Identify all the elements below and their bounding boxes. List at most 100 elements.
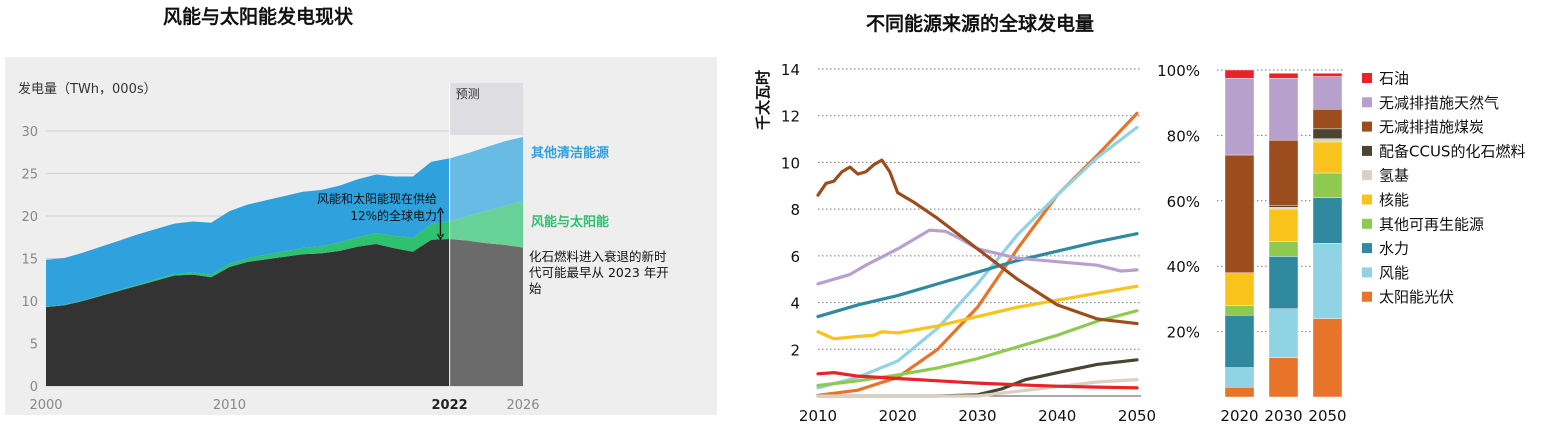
annotation-line-1: 风能和太阳能现在供给 xyxy=(317,191,437,206)
label-wind-solar: 风能与太阳能 xyxy=(531,214,609,230)
bar-segment-2020-石油 xyxy=(1224,69,1255,79)
bar-segment-2030-氢基 xyxy=(1268,207,1299,210)
bar-segment-2050-氢基 xyxy=(1312,138,1343,143)
bar-xtick-label: 2050 xyxy=(1308,407,1346,425)
label-fossil-note-wrap: 化石燃料进入衰退的新时代可能最早从 2023 年开始 xyxy=(529,249,669,296)
bar-segment-2030-无减排措施天然气 xyxy=(1268,77,1299,141)
bar-ytick-label: 40% xyxy=(1167,258,1200,276)
area-series-其他清洁能源 xyxy=(46,136,523,307)
legend-swatch xyxy=(1362,291,1372,302)
area-ytick-label: 20 xyxy=(21,210,38,225)
legend-label: 无减排措施煤炭 xyxy=(1379,118,1484,136)
area-xtick-label: 2000 xyxy=(29,398,62,413)
legend-label: 风能 xyxy=(1379,264,1409,282)
area-xtick-label: 2022 xyxy=(432,398,468,413)
bar-segment-2050-石油 xyxy=(1312,73,1343,77)
line-chart: 不同能源来源的全球发电量 千太瓦时 2 4 6 8 10 12 14 2010 2020 203… xyxy=(754,12,1156,425)
bar-segment-2020-水力 xyxy=(1224,315,1255,368)
bar-segment-2020-风能 xyxy=(1224,367,1255,388)
area-chart: 风能与太阳能发电现状 发电量（TWh，000s） 预测 0 5 10 15 20 25 30… xyxy=(5,5,717,415)
bar-ytick-label: 100% xyxy=(1157,62,1200,80)
line-series-水力 xyxy=(816,232,1139,319)
bar-segment-2030-水力 xyxy=(1268,256,1299,309)
label-other-clean: 其他清洁能源 xyxy=(531,145,609,161)
line-series-石油 xyxy=(816,371,1139,390)
bar-segment-2020-其他可再生能源 xyxy=(1224,305,1255,316)
bar-segment-2050-核能 xyxy=(1312,141,1343,174)
bar-xtick-label: 2030 xyxy=(1264,407,1302,425)
bar-ytick-label: 20% xyxy=(1167,324,1200,342)
line-chart-ylabel: 千太瓦时 xyxy=(754,70,772,130)
legend-label: 配备CCUS的化石燃料 xyxy=(1379,142,1525,160)
line-series-核能 xyxy=(816,284,1139,341)
line-ytick-label: 4 xyxy=(790,295,800,313)
line-xtick-label: 2020 xyxy=(879,407,917,425)
bar-segment-2030-核能 xyxy=(1268,208,1299,242)
legend-swatch xyxy=(1362,194,1372,205)
area-series-风能与太阳能 xyxy=(46,201,523,307)
label-fossil-note: 化石燃料进入衰退的新时代可能最早从 2023 年开始 xyxy=(529,249,669,296)
area-series-化石燃料 xyxy=(46,238,523,386)
line-ytick-label: 2 xyxy=(790,341,800,359)
legend-swatch xyxy=(1362,170,1372,181)
legend-swatch xyxy=(1362,243,1372,254)
bar-segment-2020-无减排措施煤炭 xyxy=(1224,154,1255,273)
area-chart-title: 风能与太阳能发电现状 xyxy=(163,5,354,28)
line-series-其他可再生能源 xyxy=(816,309,1139,388)
line-ytick-label: 6 xyxy=(790,248,800,266)
legend-swatch xyxy=(1362,145,1372,156)
bar-segment-2050-无减排措施煤炭 xyxy=(1312,109,1343,130)
bar-segment-2020-无减排措施天然气 xyxy=(1224,77,1255,156)
bar-xtick-label: 2020 xyxy=(1220,407,1258,425)
area-chart-ylabel: 发电量（TWh，000s） xyxy=(18,81,157,97)
area-ytick-label: 0 xyxy=(30,380,38,395)
legend-label: 氢基 xyxy=(1379,167,1409,185)
bar-segment-2050-无减排措施天然气 xyxy=(1312,76,1343,110)
legend-label: 无减排措施天然气 xyxy=(1379,94,1499,112)
annotation-arrow-head-up xyxy=(436,207,444,214)
legend-swatch xyxy=(1362,97,1372,108)
legend-label: 核能 xyxy=(1379,191,1409,209)
bar-segment-2050-配备CCUS的化石燃料 xyxy=(1312,128,1343,139)
line-xtick-label: 2010 xyxy=(799,407,837,425)
area-ytick-label: 25 xyxy=(21,168,38,183)
line-series-无减排措施煤炭 xyxy=(816,158,1139,326)
bar-segment-2050-其他可再生能源 xyxy=(1312,172,1343,198)
area-ytick-label: 5 xyxy=(30,338,38,353)
legend-swatch xyxy=(1362,218,1372,229)
legend-swatch xyxy=(1362,73,1372,83)
forecast-header-shade xyxy=(449,83,523,135)
bar-segment-2020-核能 xyxy=(1224,272,1255,306)
bar-segment-2030-无减排措施煤炭 xyxy=(1268,140,1299,206)
line-ytick-label: 12 xyxy=(781,108,800,126)
annotation-arrow-head-down xyxy=(436,233,444,241)
line-series-氢基 xyxy=(816,378,1139,398)
line-ytick-label: 10 xyxy=(781,154,800,172)
bar-segment-2050-太阳能光伏 xyxy=(1312,318,1343,398)
legend-label: 其他可再生能源 xyxy=(1379,215,1484,233)
annotation-line-2: 12%的全球电力 xyxy=(350,208,437,223)
bar-segment-2030-石油 xyxy=(1268,73,1299,79)
legend-swatch xyxy=(1362,267,1372,278)
line-chart-title: 不同能源来源的全球发电量 xyxy=(866,12,1094,35)
forecast-label: 预测 xyxy=(456,87,480,101)
line-series-无减排措施天然气 xyxy=(816,228,1139,286)
line-ytick-label: 14 xyxy=(781,61,800,79)
legend-swatch xyxy=(1362,121,1372,132)
line-series-风能 xyxy=(816,125,1139,390)
bar-segment-2030-配备CCUS的化石燃料 xyxy=(1268,205,1299,208)
bar-segment-2030-太阳能光伏 xyxy=(1268,357,1299,398)
area-ytick-label: 15 xyxy=(21,253,38,268)
area-xtick-label: 2026 xyxy=(506,398,539,413)
line-ytick-label: 8 xyxy=(790,201,800,219)
bar-ytick-label: 80% xyxy=(1167,127,1200,145)
area-xtick-label: 2010 xyxy=(213,398,246,413)
area-ytick-label: 30 xyxy=(21,125,38,140)
line-xtick-label: 2050 xyxy=(1118,407,1156,425)
line-xtick-label: 2030 xyxy=(958,407,996,425)
legend-label: 太阳能光伏 xyxy=(1379,288,1454,306)
bar-segment-2020-太阳能光伏 xyxy=(1224,386,1255,398)
area-ytick-label: 10 xyxy=(21,295,38,310)
line-xtick-label: 2040 xyxy=(1038,407,1076,425)
